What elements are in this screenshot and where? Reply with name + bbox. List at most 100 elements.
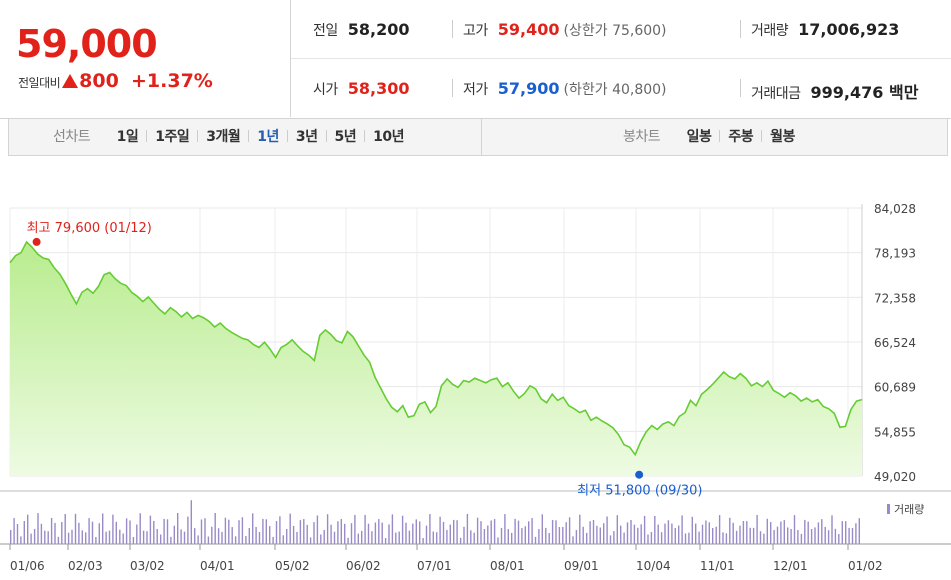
low-point-marker — [635, 470, 644, 479]
tab-period-5[interactable]: 5년 — [334, 129, 357, 145]
x-tick-label: 08/01 — [490, 559, 525, 573]
volume-bar — [279, 516, 281, 544]
volume-bar — [115, 521, 117, 544]
volume-bar — [746, 521, 748, 544]
low-cell: 저가 57,900 (하한가 40,800) — [463, 79, 667, 99]
tab-candle-0[interactable]: 일봉 — [686, 129, 712, 145]
tab-candle-2[interactable]: 월봉 — [770, 129, 795, 145]
volume-bar — [514, 518, 516, 544]
volume-bar — [187, 516, 189, 544]
x-tick-label: 09/01 — [564, 559, 599, 573]
tab-period-6[interactable]: 10년 — [373, 129, 404, 145]
volume-bar — [558, 527, 561, 544]
tab-period-2[interactable]: 3개월 — [206, 129, 241, 145]
volume-bar — [204, 518, 206, 544]
volume-bar — [456, 520, 458, 544]
volume-bar — [565, 522, 567, 544]
volume-bar — [517, 520, 520, 544]
volume-bar — [555, 520, 557, 544]
y-tick-label: 66,524 — [874, 336, 916, 350]
x-tick-label: 02/03 — [68, 559, 103, 573]
volume-bar — [408, 530, 411, 544]
volume-bar — [545, 527, 547, 544]
volume-bar — [698, 531, 700, 544]
tab-candle-1[interactable]: 주봉 — [728, 129, 754, 145]
volume-bar — [234, 536, 237, 544]
volume-bar — [105, 531, 107, 544]
volume-bar — [422, 538, 424, 544]
tab-period-4[interactable]: 3년 — [295, 129, 318, 145]
tab-separator — [719, 130, 721, 142]
volume-bar — [637, 527, 639, 544]
high-annotation: 최고 79,600 (01/12) — [27, 221, 152, 236]
volume-bar — [749, 527, 751, 544]
candle-chart-tabs: 봉차트 일봉 주봉 월봉 — [623, 119, 803, 155]
volume-bar — [125, 518, 128, 544]
volume-bar — [735, 530, 738, 544]
tab-divider — [481, 119, 482, 155]
volume-label: 거래량 — [751, 23, 789, 39]
volume-bar — [722, 532, 724, 544]
volume-bar — [71, 529, 73, 544]
change-value: 800 — [79, 70, 119, 92]
volume-bar — [810, 529, 813, 544]
price-box: 59,000 전일대비 800 +1.37% — [8, 0, 291, 117]
volume-bar — [756, 515, 758, 544]
volume-bar — [354, 514, 356, 544]
volume-bar — [292, 525, 295, 544]
volume-bar — [691, 516, 693, 544]
x-tick-label: 11/01 — [700, 559, 735, 573]
volume-bar — [790, 529, 792, 544]
volume-bar — [160, 534, 162, 544]
volume-bar — [85, 532, 87, 544]
volume-bar — [183, 531, 186, 544]
volume-bar — [381, 522, 383, 544]
tab-period-0[interactable]: 1일 — [116, 129, 139, 145]
volume-bar — [725, 533, 728, 544]
y-tick-label: 78,193 — [874, 247, 916, 261]
y-tick-label: 84,028 — [874, 202, 916, 216]
volume-bar — [190, 500, 192, 544]
volume-bar — [81, 530, 83, 544]
tab-period-1[interactable]: 1주일 — [155, 129, 190, 145]
volume-bar — [718, 515, 721, 544]
change-row: 전일대비 800 +1.37% — [18, 70, 213, 92]
volume-bar — [313, 522, 315, 544]
volume-bar — [664, 523, 666, 544]
stats-table: 전일 58,200 고가 59,400 (상한가 75,600) 거래량 17,006,… — [291, 0, 951, 117]
volume-bar — [538, 529, 540, 544]
volume-bar — [524, 526, 526, 544]
volume-bar — [770, 522, 772, 544]
volume-bar — [91, 521, 94, 544]
tab-period-3[interactable]: 1년 — [257, 129, 279, 145]
divider — [452, 20, 453, 38]
volume-bar — [579, 514, 581, 544]
volume-bar — [255, 527, 257, 544]
volume-bar — [245, 536, 247, 544]
y-tick-label: 72,358 — [874, 291, 916, 305]
volume-bar — [827, 530, 830, 544]
x-tick-label: 05/02 — [275, 559, 310, 573]
price-chart: 84,028 78,193 72,358 66,524 60,689 54,855 49,0… — [0, 202, 951, 573]
open-label: 시가 — [313, 82, 338, 98]
volume-bar — [780, 521, 782, 544]
volume-bar — [10, 530, 12, 544]
volume-bar — [487, 525, 489, 544]
y-tick-label: 49,020 — [874, 470, 916, 484]
volume-bar — [568, 517, 571, 544]
volume-bar — [296, 531, 298, 544]
volume-bar — [511, 532, 513, 544]
volume-bar — [252, 513, 254, 544]
volume-bar — [238, 520, 240, 544]
volume-bar — [671, 523, 673, 544]
high-value: 59,400 — [497, 20, 560, 39]
volume-bar — [54, 522, 56, 544]
volume-bar — [739, 525, 741, 544]
volume-bar — [500, 527, 503, 544]
volume-bar — [139, 513, 141, 544]
volume-bar — [395, 532, 397, 544]
volume-bar — [194, 528, 196, 544]
tab-separator — [248, 130, 250, 142]
volume-bar — [20, 536, 22, 544]
volume-bar — [299, 520, 302, 544]
